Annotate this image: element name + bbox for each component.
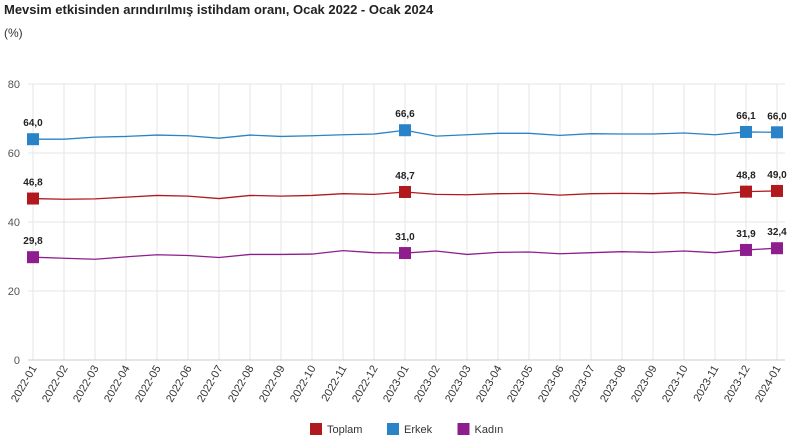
data-point-marker bbox=[27, 251, 39, 264]
x-tick-label: 2023-11 bbox=[691, 364, 721, 404]
data-label: 66,6 bbox=[395, 109, 415, 120]
y-tick-label: 0 bbox=[14, 355, 20, 367]
x-tick-label: 2022-09 bbox=[257, 364, 288, 405]
x-tick-label: 2022-02 bbox=[40, 364, 71, 405]
legend-label-Kadın: Kadın bbox=[475, 424, 504, 436]
x-tick-label: 2022-07 bbox=[195, 364, 226, 405]
data-point-marker bbox=[771, 184, 783, 197]
data-point-marker bbox=[771, 126, 783, 139]
data-point-marker bbox=[399, 247, 411, 260]
x-tick-label: 2023-01 bbox=[381, 364, 412, 405]
x-tick-label: 2023-02 bbox=[412, 364, 443, 405]
data-label: 29,8 bbox=[23, 236, 43, 247]
x-tick-label: 2023-07 bbox=[567, 364, 598, 405]
data-label: 31,0 bbox=[395, 232, 415, 243]
chart-title: Mevsim etkisinden arındırılmış istihdam … bbox=[4, 2, 434, 17]
data-label: 66,0 bbox=[767, 111, 787, 122]
x-tick-label: 2023-04 bbox=[474, 364, 505, 405]
x-tick-label: 2023-10 bbox=[660, 364, 691, 405]
data-point-marker bbox=[740, 243, 752, 256]
data-point-marker bbox=[740, 185, 752, 198]
data-label: 48,7 bbox=[395, 171, 415, 182]
y-tick-label: 20 bbox=[8, 286, 20, 298]
data-label: 32,4 bbox=[767, 227, 787, 238]
data-label: 49,0 bbox=[767, 170, 787, 181]
x-tick-label: 2022-05 bbox=[133, 364, 164, 405]
legend-marker bbox=[457, 423, 470, 435]
x-tick-label: 2022-11 bbox=[319, 364, 349, 404]
x-tick-label: 2022-10 bbox=[288, 364, 319, 405]
x-tick-label: 2023-09 bbox=[629, 364, 660, 405]
x-tick-label: 2022-12 bbox=[350, 364, 381, 405]
x-tick-label: 2023-12 bbox=[722, 364, 753, 405]
data-label: 46,8 bbox=[23, 178, 43, 189]
x-tick-label: 2023-08 bbox=[598, 364, 629, 405]
x-tick-label: 2022-03 bbox=[71, 364, 102, 405]
data-point-marker bbox=[399, 124, 411, 137]
data-label: 31,9 bbox=[736, 229, 756, 240]
x-tick-label: 2023-06 bbox=[536, 364, 567, 405]
x-tick-label: 2022-06 bbox=[164, 364, 195, 405]
y-tick-label: 80 bbox=[8, 79, 20, 91]
data-point-marker bbox=[399, 185, 411, 198]
data-label: 64,0 bbox=[23, 118, 43, 129]
y-tick-label: 40 bbox=[8, 217, 20, 229]
data-label: 66,1 bbox=[736, 111, 756, 122]
x-tick-label: 2022-08 bbox=[226, 364, 257, 405]
legend-label-Toplam: Toplam bbox=[327, 424, 362, 436]
legend-marker bbox=[387, 423, 399, 435]
data-point-marker bbox=[740, 125, 752, 138]
legend-label-Erkek: Erkek bbox=[404, 424, 433, 436]
data-point-marker bbox=[771, 242, 783, 255]
y-axis-unit: (%) bbox=[4, 26, 23, 40]
x-tick-label: 2023-05 bbox=[505, 364, 536, 405]
x-tick-label: 2023-03 bbox=[443, 364, 474, 405]
data-point-marker bbox=[27, 192, 39, 205]
data-point-marker bbox=[27, 133, 39, 146]
y-tick-label: 60 bbox=[8, 148, 20, 160]
x-tick-label: 2024-01 bbox=[753, 364, 784, 405]
x-tick-label: 2022-04 bbox=[102, 364, 133, 405]
legend-marker bbox=[310, 423, 322, 435]
data-label: 48,8 bbox=[736, 171, 756, 182]
x-tick-label: 2022-01 bbox=[9, 364, 40, 405]
